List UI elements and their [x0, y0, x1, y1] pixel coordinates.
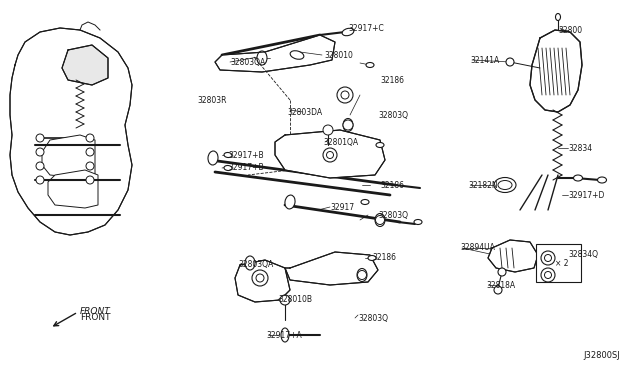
Text: 32182N: 32182N: [468, 180, 498, 189]
Text: 32917+B: 32917+B: [228, 151, 264, 160]
Text: 32818A: 32818A: [486, 280, 515, 289]
Ellipse shape: [498, 180, 512, 189]
Circle shape: [506, 58, 514, 66]
Text: 32803QA: 32803QA: [238, 260, 273, 269]
Ellipse shape: [285, 195, 295, 209]
Text: 32186: 32186: [380, 180, 404, 189]
Circle shape: [545, 254, 552, 262]
Text: FRONT: FRONT: [80, 308, 111, 317]
Ellipse shape: [342, 28, 354, 36]
Text: 32803DA: 32803DA: [287, 108, 322, 116]
Polygon shape: [530, 30, 582, 112]
Ellipse shape: [368, 256, 376, 260]
Polygon shape: [48, 170, 98, 208]
Text: 32186: 32186: [380, 76, 404, 84]
Polygon shape: [285, 252, 378, 285]
Circle shape: [36, 176, 44, 184]
Bar: [536, 244, 581, 282]
Text: 32894UA: 32894UA: [460, 244, 495, 253]
Text: FRONT: FRONT: [80, 314, 111, 323]
Circle shape: [541, 268, 555, 282]
Circle shape: [36, 162, 44, 170]
Ellipse shape: [414, 219, 422, 224]
Ellipse shape: [494, 177, 516, 192]
Ellipse shape: [257, 51, 267, 65]
Text: 32186: 32186: [372, 253, 396, 263]
Ellipse shape: [376, 142, 384, 148]
Text: 32803Q: 32803Q: [358, 314, 388, 323]
Circle shape: [376, 215, 385, 224]
Circle shape: [358, 270, 367, 279]
Text: J32800SJ: J32800SJ: [583, 351, 620, 360]
Ellipse shape: [224, 153, 232, 157]
Ellipse shape: [245, 256, 255, 270]
Circle shape: [343, 120, 353, 130]
Polygon shape: [42, 135, 95, 178]
Text: 32917+A: 32917+A: [266, 330, 301, 340]
Polygon shape: [62, 45, 108, 85]
Circle shape: [86, 162, 94, 170]
Circle shape: [341, 91, 349, 99]
Text: 32803QA: 32803QA: [230, 58, 265, 67]
Text: 32141A: 32141A: [470, 55, 499, 64]
Text: 32917+D: 32917+D: [568, 190, 604, 199]
Ellipse shape: [573, 175, 582, 181]
Ellipse shape: [357, 269, 367, 282]
Circle shape: [323, 125, 333, 135]
Circle shape: [541, 251, 555, 265]
Polygon shape: [275, 130, 385, 178]
Polygon shape: [215, 35, 335, 72]
Text: 328010B: 328010B: [278, 295, 312, 305]
Circle shape: [280, 295, 290, 305]
Text: 32803R: 32803R: [197, 96, 227, 105]
Polygon shape: [10, 28, 132, 235]
Ellipse shape: [208, 151, 218, 165]
Ellipse shape: [375, 214, 385, 227]
Text: 32800: 32800: [558, 26, 582, 35]
Text: 32917: 32917: [330, 202, 354, 212]
Circle shape: [498, 268, 506, 276]
Circle shape: [326, 151, 333, 158]
Circle shape: [86, 176, 94, 184]
Ellipse shape: [598, 177, 607, 183]
Circle shape: [337, 87, 353, 103]
Circle shape: [494, 286, 502, 294]
Circle shape: [36, 134, 44, 142]
Circle shape: [545, 272, 552, 279]
Circle shape: [252, 270, 268, 286]
Text: 32834Q: 32834Q: [568, 250, 598, 260]
Text: 32803Q: 32803Q: [378, 211, 408, 219]
Polygon shape: [235, 260, 290, 302]
Circle shape: [256, 274, 264, 282]
Text: × 2: × 2: [555, 259, 568, 267]
Text: 32803Q: 32803Q: [378, 110, 408, 119]
Circle shape: [323, 148, 337, 162]
Text: 328010: 328010: [324, 51, 353, 60]
Text: 32834: 32834: [568, 144, 592, 153]
Circle shape: [86, 134, 94, 142]
Text: 32917+C: 32917+C: [348, 23, 384, 32]
Ellipse shape: [224, 166, 232, 170]
Ellipse shape: [361, 199, 369, 205]
Ellipse shape: [366, 62, 374, 67]
Ellipse shape: [281, 328, 289, 342]
Text: 32801QA: 32801QA: [323, 138, 358, 147]
Ellipse shape: [556, 13, 561, 20]
Ellipse shape: [290, 51, 304, 59]
Ellipse shape: [343, 119, 353, 131]
Circle shape: [36, 148, 44, 156]
Polygon shape: [488, 240, 538, 272]
Text: 32917+B: 32917+B: [228, 163, 264, 171]
Circle shape: [86, 148, 94, 156]
